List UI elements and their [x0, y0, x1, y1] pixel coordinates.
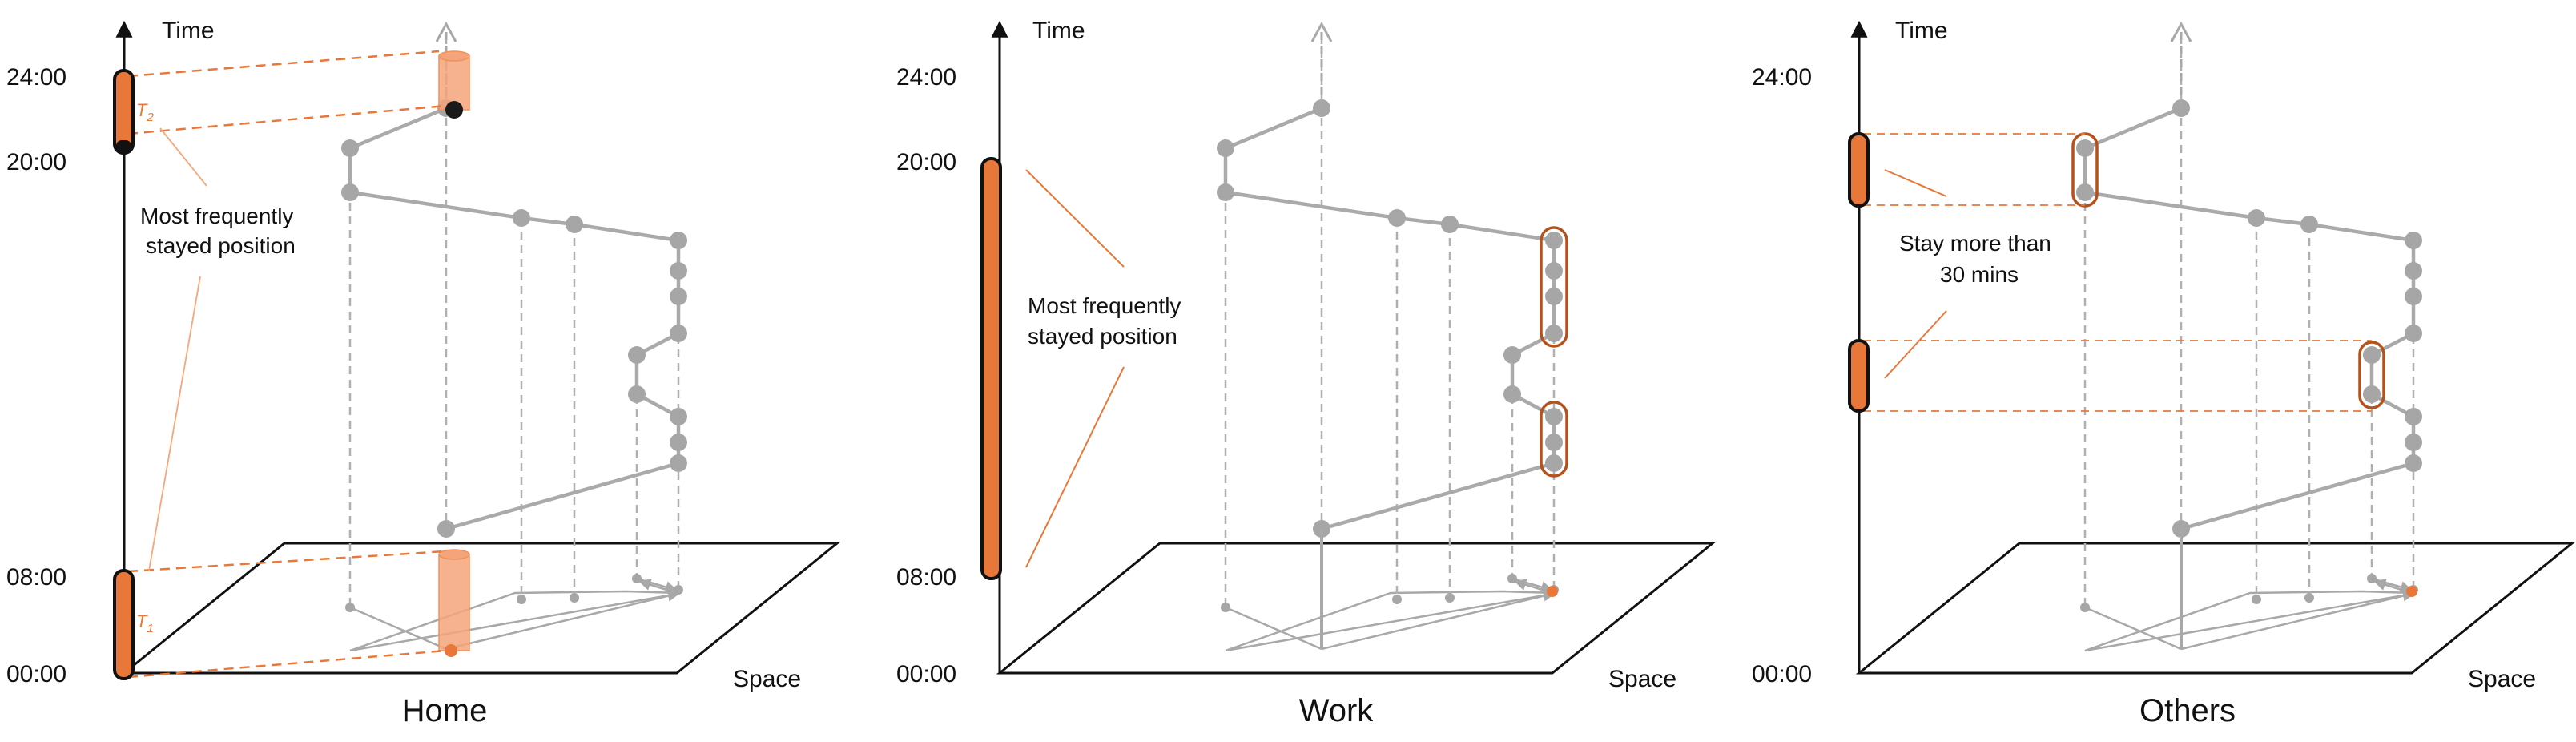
time-axis-label: Time: [1895, 18, 1948, 44]
annotation-line-1: Most frequently: [1028, 293, 1181, 318]
panel-caption: Work: [1299, 693, 1375, 728]
stay-bar-T2: [113, 69, 135, 155]
projection-dash: [127, 649, 447, 679]
highlight-node: [445, 644, 457, 657]
space-axis-label: Space: [1608, 666, 1676, 692]
panel-caption: Others: [2139, 693, 2236, 728]
callout-line: [1884, 169, 1947, 197]
panel-home: Time Space 24:00 20:00 08:00 00:00 T2 T1: [6, 18, 839, 728]
time-axis-label: Time: [162, 18, 215, 44]
tick-label: 24:00: [896, 64, 956, 91]
time-axis-label: Time: [1032, 18, 1085, 44]
stay-bar-end: [116, 140, 131, 151]
callout-line: [159, 127, 207, 187]
callout-line: [148, 276, 201, 571]
stay-cylinder-top: [438, 50, 470, 119]
annotation-line-2: stayed position: [146, 233, 296, 258]
tick-label: 08:00: [6, 564, 66, 591]
callout-line: [1025, 169, 1125, 268]
annotation-line-2: stayed position: [1028, 324, 1177, 349]
highlight-node: [1547, 586, 1558, 597]
stay-cylinder-bottom: [438, 549, 470, 657]
callout-line: [1025, 366, 1125, 568]
space-axis-label: Space: [2468, 666, 2536, 692]
stay-group-highlight: [1540, 226, 1568, 348]
marker-T2: T2: [136, 100, 154, 124]
tick-label: 20:00: [6, 149, 66, 175]
panel-caption: Home: [402, 693, 488, 728]
projection-dash: [127, 550, 446, 573]
space-axis-label: Space: [733, 666, 801, 692]
tick-label: 20:00: [896, 149, 956, 175]
tick-label: 24:00: [1752, 64, 1812, 91]
stay-group-highlight: [1540, 401, 1568, 478]
panel-others: Time Space 24:00 00:00 Stay more than 30…: [1752, 18, 2574, 728]
highlight-node: [445, 101, 463, 119]
stay-bar-work: [980, 157, 1002, 580]
stay-bar-others: [1848, 339, 1870, 413]
tick-label: 00:00: [896, 661, 956, 688]
tick-label: 00:00: [6, 661, 66, 688]
tick-label: 08:00: [896, 564, 956, 591]
panel-work: Time Space 24:00 20:00 08:00 00:00 Most …: [896, 18, 1714, 728]
highlight-node: [2406, 586, 2417, 597]
annotation-line-2: 30 mins: [1940, 262, 2019, 287]
callout-line: [1884, 310, 1947, 379]
projection-dash: [127, 104, 447, 135]
marker-T1: T1: [136, 611, 154, 635]
projection-dash: [127, 50, 440, 78]
tick-label: 24:00: [6, 64, 66, 91]
stay-bar-others: [1848, 132, 1870, 208]
stay-group-highlight: [2358, 341, 2385, 409]
annotation-line-1: Stay more than: [1899, 231, 2051, 256]
tick-label: 00:00: [1752, 661, 1812, 688]
annotation-line-1: Most frequently: [140, 204, 293, 228]
stay-bar-T1: [113, 569, 135, 680]
